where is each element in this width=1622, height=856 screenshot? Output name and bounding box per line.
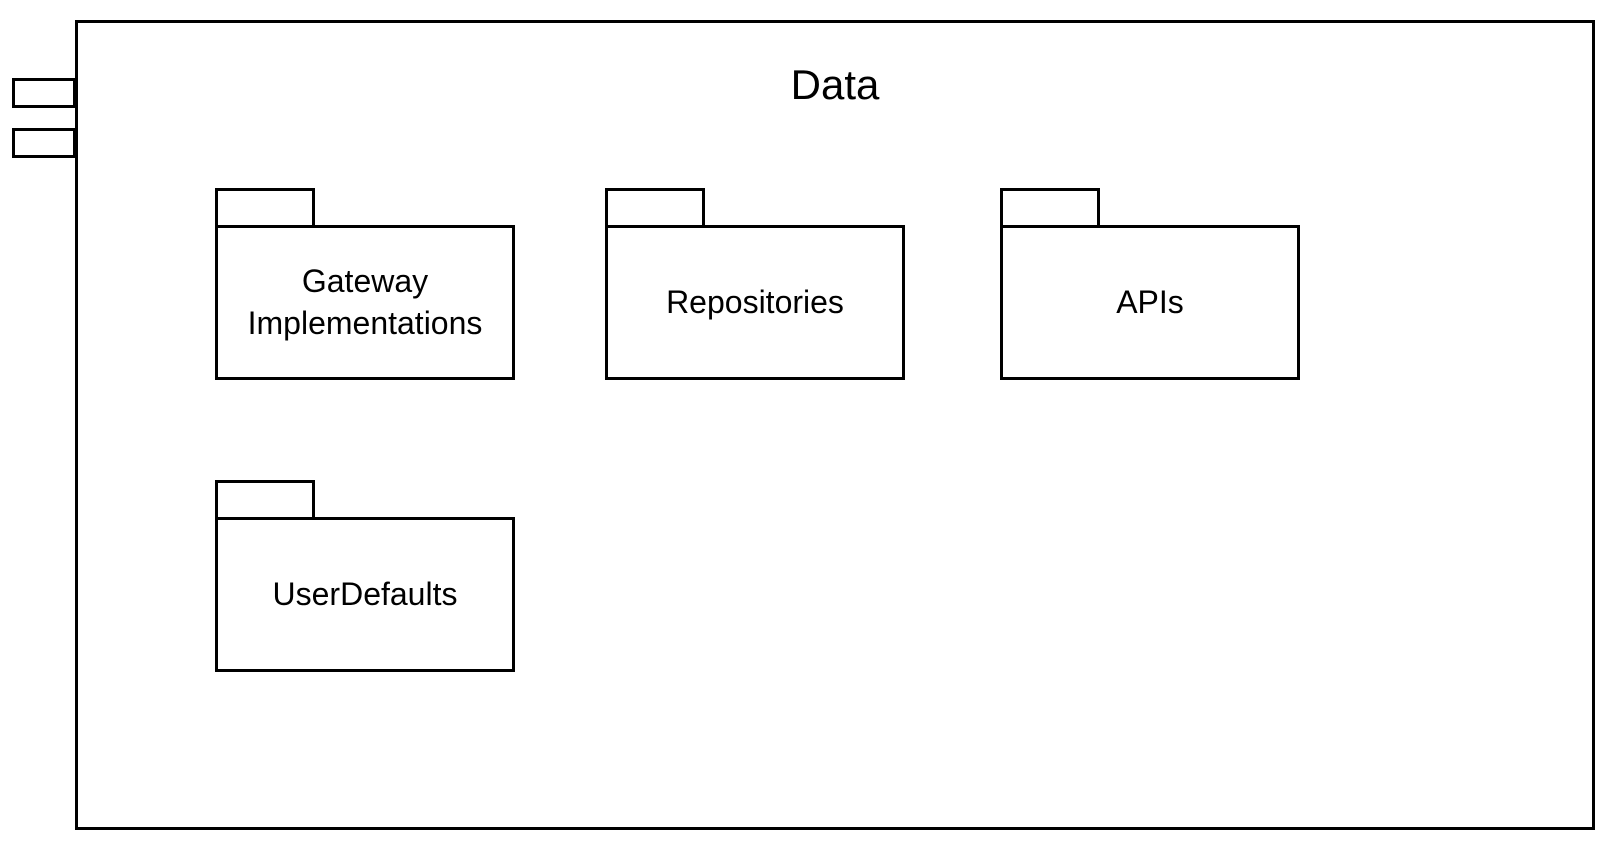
package-tab bbox=[215, 480, 315, 520]
component-lug-bottom bbox=[12, 128, 76, 158]
component-data: Data bbox=[75, 20, 1595, 830]
package-tab bbox=[605, 188, 705, 228]
package-tab bbox=[215, 188, 315, 228]
package-body: APIs bbox=[1000, 225, 1300, 380]
package-tab bbox=[1000, 188, 1100, 228]
component-lug-top bbox=[12, 78, 76, 108]
package-body: Repositories bbox=[605, 225, 905, 380]
component-title: Data bbox=[78, 61, 1592, 109]
package-body: UserDefaults bbox=[215, 517, 515, 672]
package-body: GatewayImplementations bbox=[215, 225, 515, 380]
